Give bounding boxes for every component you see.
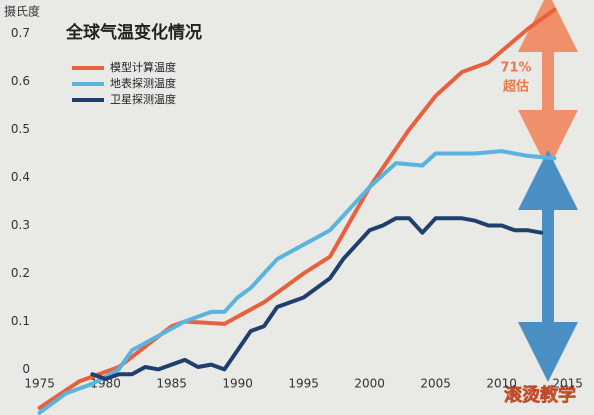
y-tick-label: 0.6 bbox=[11, 74, 30, 88]
annotation-text: 超估 bbox=[503, 79, 529, 95]
annotation-percent: 71% bbox=[500, 61, 531, 76]
chart-title: 全球气温变化情况 bbox=[65, 22, 202, 43]
y-tick-label: 0.5 bbox=[11, 122, 30, 136]
data-line bbox=[37, 149, 557, 415]
x-tick-label: 2015 bbox=[552, 377, 583, 391]
y-tick-label: 0.4 bbox=[11, 170, 30, 184]
y-tick-label: 0.7 bbox=[11, 26, 30, 40]
y-axis-label: 摄氏度 bbox=[4, 4, 40, 19]
x-tick-label: 2000 bbox=[354, 377, 385, 391]
legend-label: 卫星探测温度 bbox=[110, 92, 176, 106]
y-tick-label: 0 bbox=[22, 362, 30, 376]
x-tick-label: 1995 bbox=[288, 377, 319, 391]
watermark: 滚烫教学 bbox=[504, 384, 576, 406]
x-tick-label: 2010 bbox=[486, 377, 517, 391]
y-tick-label: 0.2 bbox=[11, 266, 30, 280]
x-tick-label: 2005 bbox=[420, 377, 451, 391]
legend-label: 地表探测温度 bbox=[110, 76, 176, 90]
y-tick-label: 0.1 bbox=[11, 314, 30, 328]
data-line bbox=[90, 216, 544, 382]
x-tick-label: 1985 bbox=[156, 377, 187, 391]
legend-label: 模型计算温度 bbox=[110, 60, 176, 74]
y-tick-label: 0.3 bbox=[11, 218, 30, 232]
x-tick-label: 1990 bbox=[222, 377, 253, 391]
data-line bbox=[37, 7, 557, 410]
x-tick-label: 1975 bbox=[24, 377, 55, 391]
